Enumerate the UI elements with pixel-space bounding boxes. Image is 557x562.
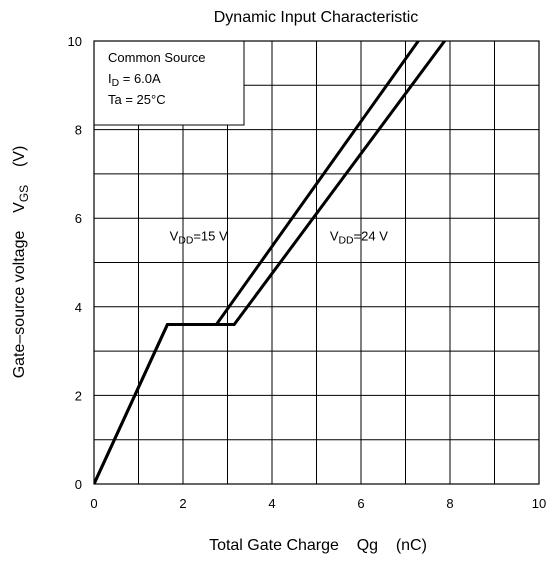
y-tick-label: 2 [75,388,82,403]
series-line-2 [94,41,447,484]
x-tick-label: 2 [179,496,186,511]
conditions-box: Common Source ID = 6.0A Ta = 25°C [93,40,245,126]
series-lines [94,41,447,484]
series-label-1: VDD=15 V [170,228,228,246]
y-tick-label: 10 [68,34,82,49]
series-labels: VDD=15 V VDD=24 V [170,228,389,246]
y-tick-label: 6 [75,211,82,226]
y-tick-labels: 0 2 4 6 8 10 [68,34,82,492]
gridlines [94,41,539,484]
x-tick-label: 0 [90,496,97,511]
y-tick-label: 8 [75,123,82,138]
x-axis-label: Total Gate Charge Qg (nC) [209,537,427,554]
condition-line: ID = 6.0A [108,71,161,89]
conditions-text: Common Source ID = 6.0A Ta = 25°C [108,50,206,107]
x-tick-label: 4 [268,496,275,511]
x-tick-label: 8 [446,496,453,511]
condition-line: Ta = 25°C [108,92,166,107]
y-axis-label: Gate–source voltage VGS (V) [11,146,31,379]
series-label-2: VDD=24 V [330,228,388,246]
x-tick-label: 10 [532,496,546,511]
x-tick-label: 6 [357,496,364,511]
chart-title: Dynamic Input Characteristic [214,9,419,26]
plot-frame [93,40,540,485]
condition-line: Common Source [108,50,206,65]
y-tick-label: 0 [75,477,82,492]
y-tick-label: 4 [75,300,82,315]
x-tick-labels: 0 2 4 6 8 10 [90,496,546,511]
